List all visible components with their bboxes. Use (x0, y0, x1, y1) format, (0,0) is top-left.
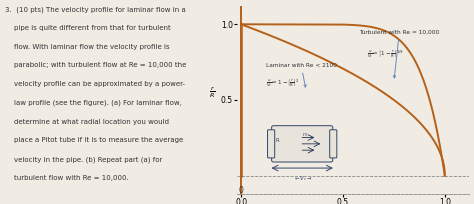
Text: determine at what radial location you would: determine at what radial location you wo… (5, 119, 169, 125)
Text: 0: 0 (238, 186, 244, 195)
Text: Laminar with Re < 2100: Laminar with Re < 2100 (265, 63, 337, 87)
Text: 3.  (10 pts) The velocity profile for laminar flow in a: 3. (10 pts) The velocity profile for lam… (5, 6, 185, 13)
Text: $\frac{u}{V_c} = 1 - \left[\frac{r}{R}\right]^2$: $\frac{u}{V_c} = 1 - \left[\frac{r}{R}\r… (265, 77, 299, 89)
Text: R: R (276, 138, 279, 143)
Text: velocity in the pipe. (b) Repeat part (a) for: velocity in the pipe. (b) Repeat part (a… (5, 156, 162, 163)
Text: turbulent flow with Re = 10,000.: turbulent flow with Re = 10,000. (5, 175, 128, 181)
Text: flow. With laminar flow the velocity profile is: flow. With laminar flow the velocity pro… (5, 44, 169, 50)
FancyBboxPatch shape (267, 130, 275, 158)
FancyBboxPatch shape (272, 126, 333, 162)
Y-axis label: $\frac{r}{R}$: $\frac{r}{R}$ (209, 84, 216, 100)
Text: law profile (see the figure). (a) For laminar flow,: law profile (see the figure). (a) For la… (5, 100, 182, 106)
FancyBboxPatch shape (330, 130, 337, 158)
Text: parabolic; with turbulent flow at Re = 10,000 the: parabolic; with turbulent flow at Re = 1… (5, 62, 186, 68)
Text: place a Pitot tube if it is to measure the average: place a Pitot tube if it is to measure t… (5, 137, 183, 143)
Text: pipe is quite different from that for turbulent: pipe is quite different from that for tu… (5, 25, 171, 31)
Text: $r_0$: $r_0$ (302, 131, 308, 139)
Text: $\frac{u}{V_c} = \left[1 - \frac{r}{R}\right]^{1/9}$: $\frac{u}{V_c} = \left[1 - \frac{r}{R}\r… (367, 49, 404, 60)
Text: $\leftarrow V_c \rightarrow$: $\leftarrow V_c \rightarrow$ (292, 174, 312, 183)
Text: Turbulent with Re = 10,000: Turbulent with Re = 10,000 (359, 29, 439, 78)
Text: velocity profile can be approximated by a power-: velocity profile can be approximated by … (5, 81, 185, 87)
